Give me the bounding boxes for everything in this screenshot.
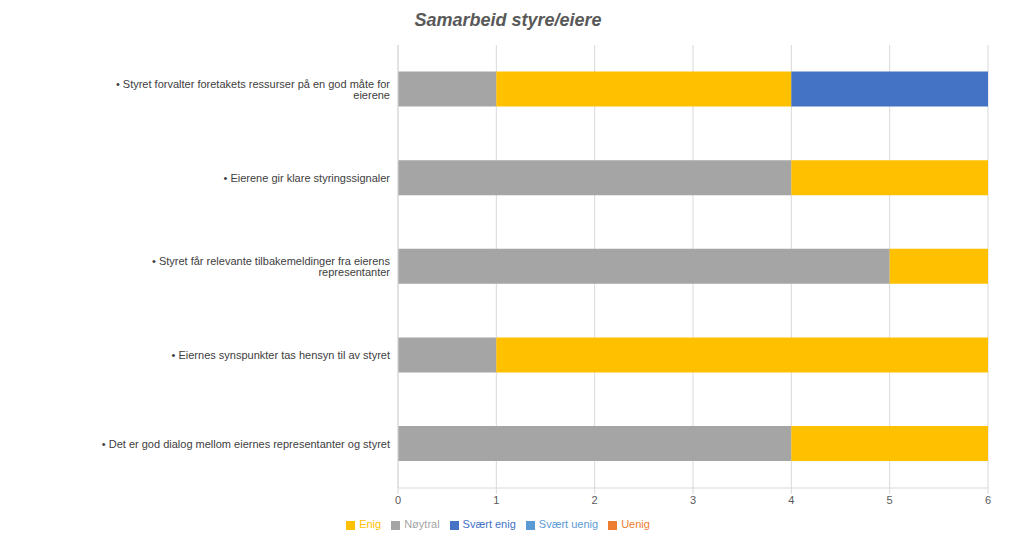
svg-text:• Styret forvalter foretakets: • Styret forvalter foretakets ressurser … [116,78,390,101]
svg-text:0: 0 [395,494,401,506]
svg-text:• Eiernes synspunkter tas hens: • Eiernes synspunkter tas hensyn til av … [172,349,390,361]
svg-text:2: 2 [592,494,598,506]
svg-text:1: 1 [493,494,499,506]
html-text:Svært enig: Svært enig [462,518,516,530]
svg-text:• Styret får relevante tilbake: • Styret får relevante tilbakemeldinger … [152,255,391,278]
svg-text:3: 3 [690,494,696,506]
html-text:Nøytral: Nøytral [404,518,440,530]
svg-text:• Det er god dialog mellom eie: • Det er god dialog mellom eiernes repre… [102,438,390,450]
svg-text:4: 4 [788,494,794,506]
svg-text:• Eierene gir klare styringssi: • Eierene gir klare styringssignaler [224,172,391,184]
html-text:Enig: Enig [359,518,382,530]
html-text:Svært uenig: Svært uenig [538,518,599,530]
svg-text:5: 5 [887,494,893,506]
svg-text:6: 6 [985,494,991,506]
html-text:Samarbeid styre/eiere: Samarbeid styre/eiere [414,10,602,30]
html-text:Uenig: Uenig [621,518,650,530]
